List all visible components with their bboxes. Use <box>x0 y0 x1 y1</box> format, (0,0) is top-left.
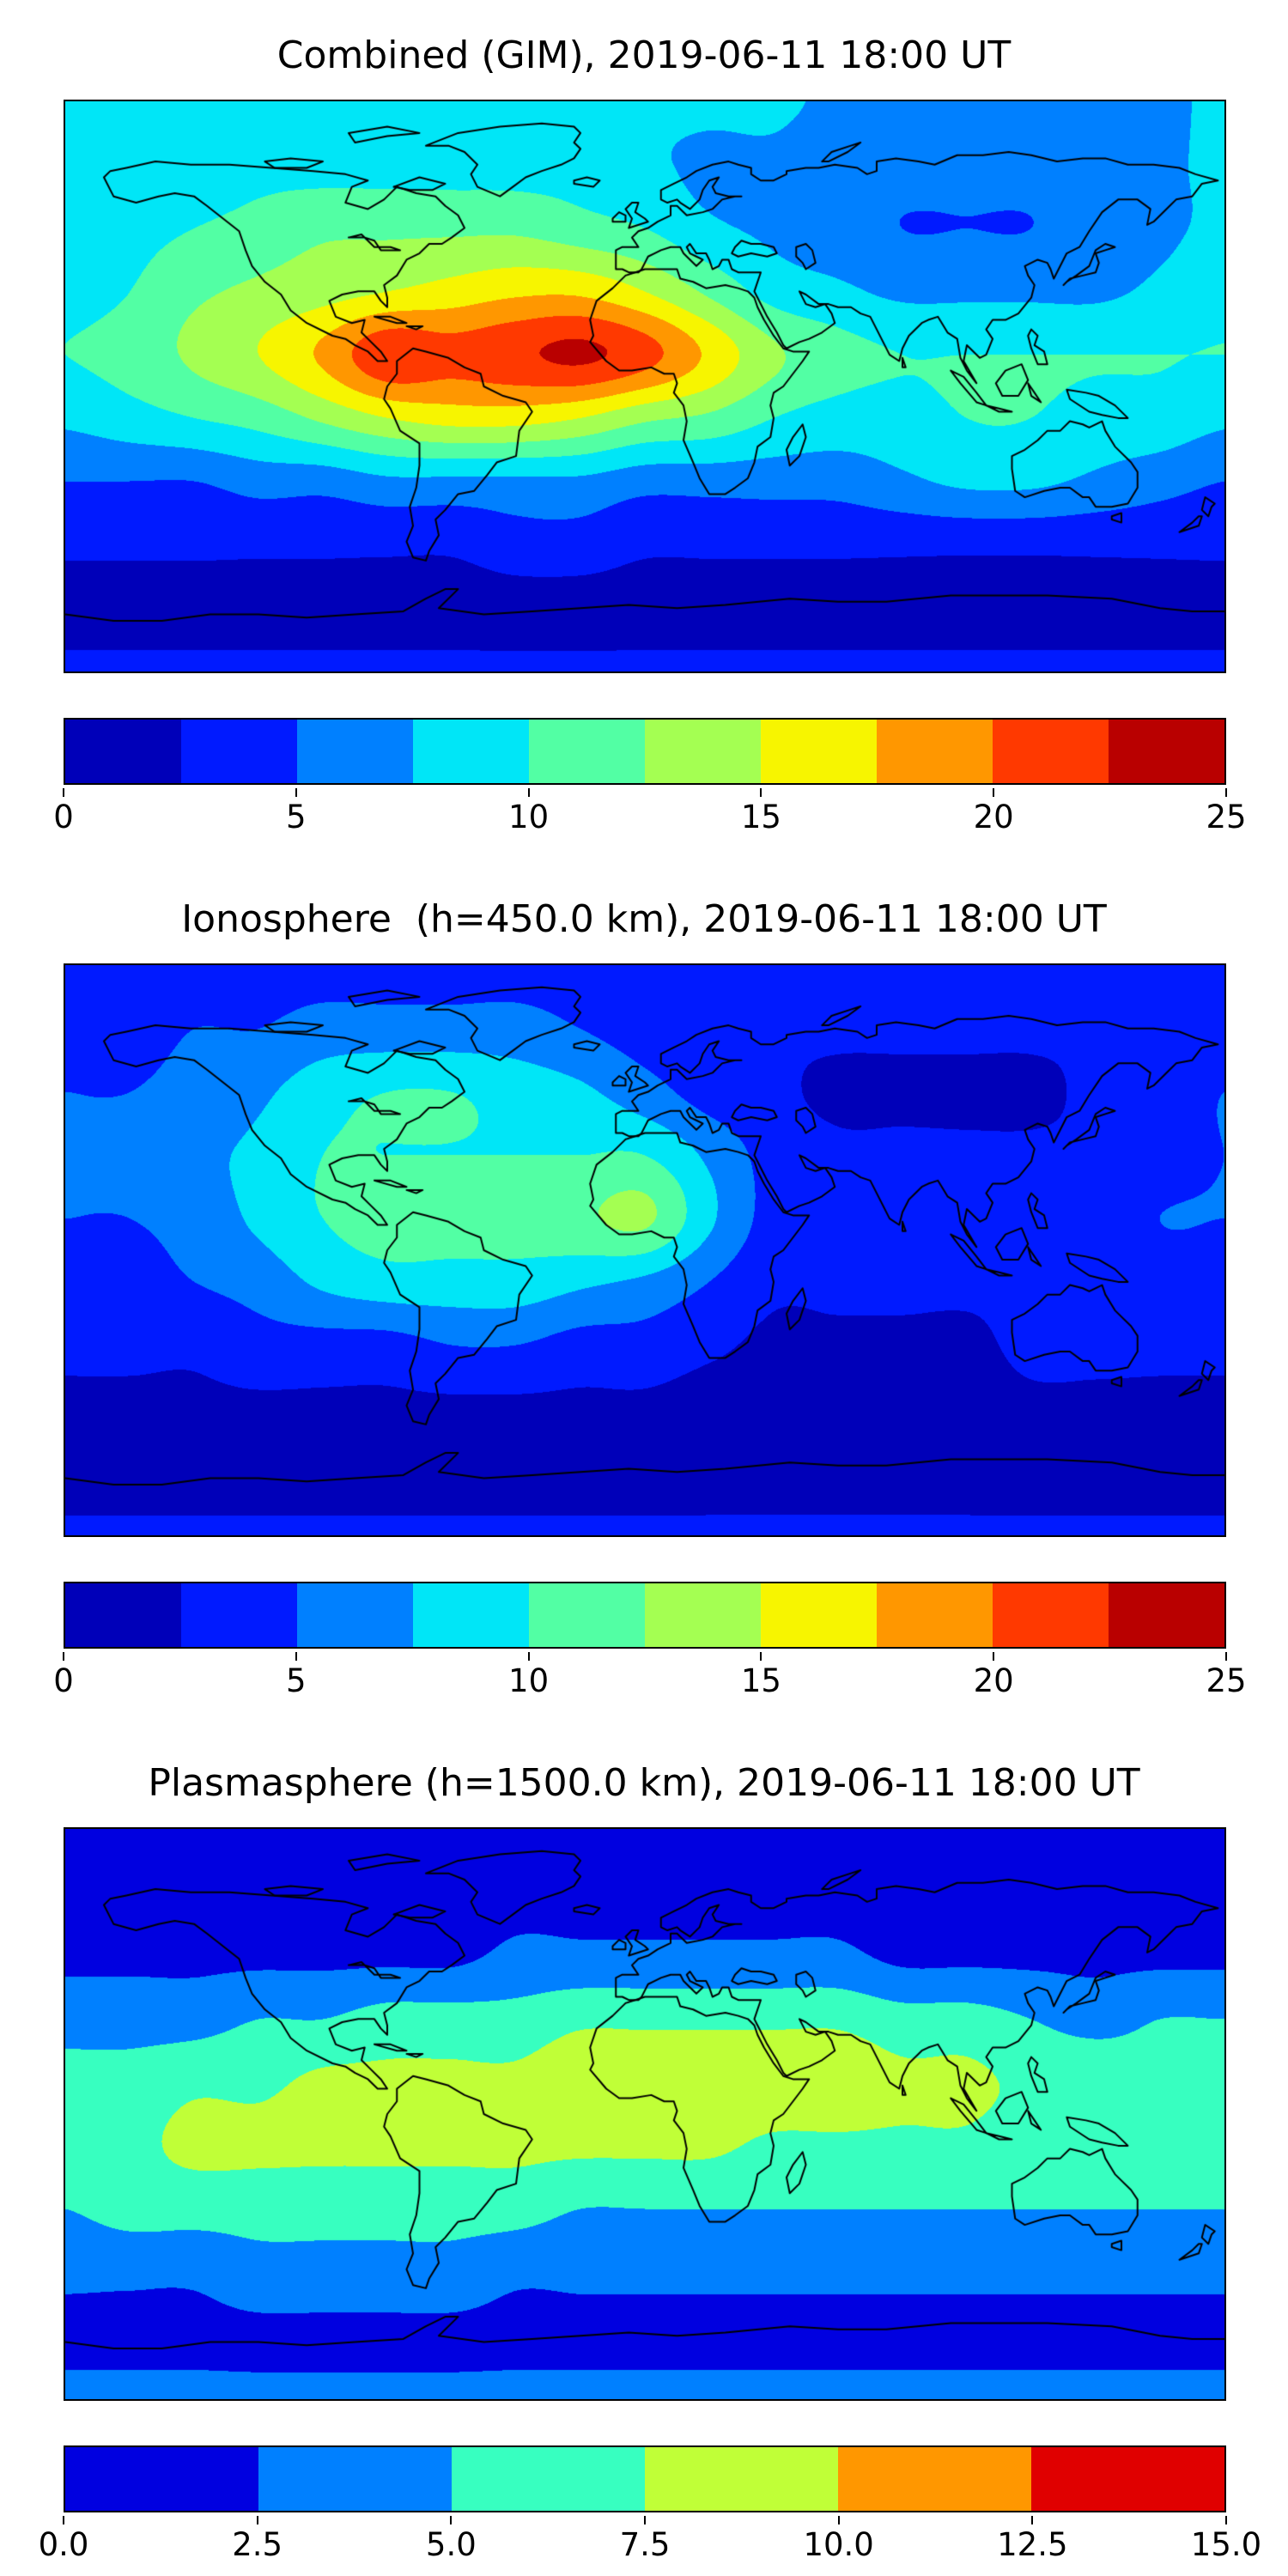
colorbar-tick-mark <box>63 1652 64 1661</box>
panel-title-plasmasphere: Plasmasphere (h=1500.0 km), 2019-06-11 1… <box>148 1761 1140 1805</box>
colorbar-tick-label: 10 <box>508 1662 550 1699</box>
colorbar-segment <box>413 720 529 783</box>
colorbar-tick-label: 15 <box>740 799 781 835</box>
colorbar-ticklabels-plasmasphere: 0.0 2.5 5.0 7.5 10.0 12.5 15.0 <box>39 2516 1261 2569</box>
colorbar-tick-mark <box>527 788 530 797</box>
colorbar-tick-label: 0 <box>53 799 74 835</box>
map-combined <box>64 100 1226 673</box>
colorbar-segment <box>761 720 877 783</box>
colorbar-segment <box>645 720 761 783</box>
map-canvas-ionosphere <box>65 965 1224 1535</box>
colorbar-tick-label: 5.0 <box>425 2526 477 2563</box>
colorbar-segment <box>1031 2447 1224 2511</box>
colorbar-ticklabels-ionosphere: 0 5 10 15 20 25 <box>53 1652 1247 1705</box>
colorbar-tick-mark <box>644 2516 646 2524</box>
colorbar-tick-mark <box>1225 2516 1227 2524</box>
colorbar-tick-mark <box>837 2516 840 2524</box>
colorbar-ticklabels-combined: 0 5 10 15 20 25 <box>53 788 1247 841</box>
map-plasmasphere <box>64 1827 1226 2401</box>
colorbar-tick-label: 10 <box>508 799 550 835</box>
colorbar-tick-mark <box>450 2516 453 2524</box>
colorbar-segment <box>413 1583 529 1647</box>
panel-title-combined: Combined (GIM), 2019-06-11 18:00 UT <box>276 33 1012 77</box>
colorbar-tick-label: 10.0 <box>803 2526 874 2563</box>
colorbar-segment <box>297 720 413 783</box>
colorbar-tick-mark <box>1225 788 1227 797</box>
colorbar-tick-mark <box>63 788 64 797</box>
colorbar-segment <box>645 2447 838 2511</box>
colorbar-segment <box>877 1583 993 1647</box>
colorbar-segment <box>761 1583 877 1647</box>
colorbar-tick-label: 7.5 <box>619 2526 671 2563</box>
colorbar-tick-label: 0 <box>53 1662 74 1699</box>
colorbar-tick-mark <box>295 1652 297 1661</box>
colorbar-segment <box>452 2447 645 2511</box>
panel-ionosphere: Ionosphere (h=450.0 km), 2019-06-11 18:0… <box>53 897 1247 1705</box>
colorbar-segment <box>993 1583 1109 1647</box>
colorbar-tick-mark <box>993 1652 995 1661</box>
colorbar-segment <box>65 720 181 783</box>
colorbar-tick-mark <box>1031 2516 1034 2524</box>
colorbar-tick-label: 15.0 <box>1190 2526 1262 2563</box>
colorbar-tick-label: 15 <box>740 1662 781 1699</box>
colorbar-segment <box>1109 720 1224 783</box>
panel-title-ionosphere: Ionosphere (h=450.0 km), 2019-06-11 18:0… <box>181 897 1107 941</box>
colorbar-tick-label: 12.5 <box>997 2526 1068 2563</box>
colorbar-tick-mark <box>993 788 995 797</box>
colorbar-segment <box>258 2447 452 2511</box>
map-canvas-plasmasphere <box>65 1829 1224 2399</box>
colorbar-segment <box>993 720 1109 783</box>
map-ionosphere <box>64 963 1226 1537</box>
colorbar-combined <box>64 718 1226 785</box>
colorbar-segment <box>65 2447 258 2511</box>
colorbar-tick-label: 0.0 <box>38 2526 89 2563</box>
colorbar-segment <box>877 720 993 783</box>
colorbar-tick-label: 25 <box>1206 799 1247 835</box>
map-canvas-combined <box>65 101 1224 671</box>
colorbar-segment <box>65 1583 181 1647</box>
colorbar-tick-label: 5 <box>286 799 307 835</box>
panel-plasmasphere: Plasmasphere (h=1500.0 km), 2019-06-11 1… <box>39 1761 1262 2569</box>
colorbar-segment <box>181 1583 297 1647</box>
colorbar-segment <box>529 720 645 783</box>
colorbar-tick-label: 5 <box>286 1662 307 1699</box>
colorbar-tick-mark <box>63 2516 64 2524</box>
panel-combined-gim: Combined (GIM), 2019-06-11 18:00 UT 0 5 10… <box>53 33 1247 841</box>
colorbar-tick-label: 20 <box>973 1662 1014 1699</box>
colorbar-tick-mark <box>760 1652 762 1661</box>
colorbar-segment <box>838 2447 1031 2511</box>
colorbar-ionosphere <box>64 1582 1226 1649</box>
colorbar-tick-label: 25 <box>1206 1662 1247 1699</box>
colorbar-segment <box>181 720 297 783</box>
colorbar-tick-mark <box>256 2516 258 2524</box>
colorbar-segment <box>645 1583 761 1647</box>
colorbar-tick-label: 2.5 <box>232 2526 283 2563</box>
colorbar-segment <box>1109 1583 1224 1647</box>
colorbar-segment <box>297 1583 413 1647</box>
colorbar-segment <box>529 1583 645 1647</box>
colorbar-tick-mark <box>295 788 297 797</box>
colorbar-plasmasphere <box>64 2445 1226 2512</box>
colorbar-tick-mark <box>1225 1652 1227 1661</box>
colorbar-tick-label: 20 <box>973 799 1014 835</box>
colorbar-tick-mark <box>760 788 762 797</box>
colorbar-tick-mark <box>527 1652 530 1661</box>
